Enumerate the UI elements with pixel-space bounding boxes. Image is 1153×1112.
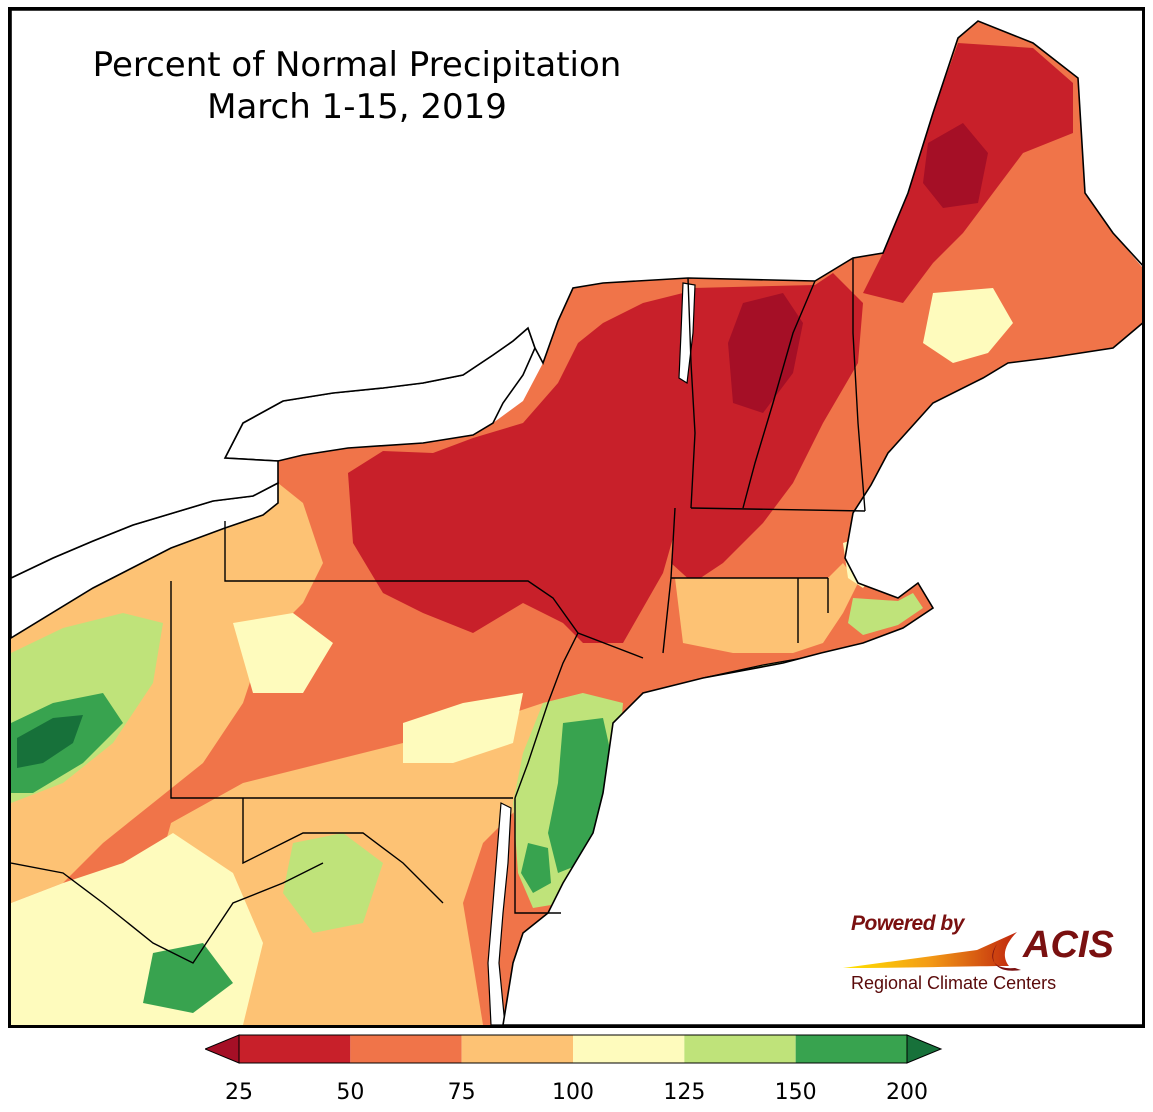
near-normal-sne: [675, 563, 858, 653]
legend-bin: [461, 1035, 573, 1063]
above-normal-zone: [11, 613, 523, 1025]
border-nj: [514, 632, 579, 799]
legend-bin: [239, 1035, 351, 1063]
canada-region: [11, 10, 1142, 579]
wet-zone-west: [11, 613, 383, 933]
legend-bins: [238, 1034, 908, 1064]
heavy-wet-zone: [17, 715, 83, 768]
legend-tick-label: 100: [552, 1080, 594, 1105]
legend-bin: [350, 1035, 462, 1063]
legend-bin: [573, 1035, 685, 1063]
dry-zone-vt-nh: [671, 273, 863, 583]
powered-by-text: Powered by: [851, 912, 964, 935]
wet-coast-ne: [848, 593, 923, 635]
acis-swoosh-icon: [843, 932, 1021, 971]
legend-tick-label: 150: [774, 1080, 817, 1105]
border-ma-north: [690, 507, 866, 512]
border-nh-me: [852, 258, 866, 512]
legend-tick-label: 25: [225, 1080, 253, 1105]
acis-logo: Powered by ACIS Regional Climate Centers: [837, 910, 1127, 1010]
legend-colorbar: [205, 1034, 943, 1064]
precipitation-map: [11, 10, 1142, 1025]
legend-bin: [795, 1035, 907, 1063]
legend-tick-label: 75: [447, 1080, 476, 1105]
border-ny-vt: [687, 277, 696, 509]
dry-zone-ny: [348, 293, 738, 643]
border-ny-pa: [224, 521, 644, 659]
legend-tick-label: 200: [886, 1080, 928, 1105]
very-wet-zone-west: [11, 693, 233, 1013]
map-title: Percent of Normal Precipitation: [92, 45, 622, 85]
map-frame: Percent of Normal Precipitation March 1-…: [8, 7, 1145, 1028]
atlantic-ocean: [502, 322, 1142, 1025]
chesapeake-bay: [487, 802, 512, 1025]
state-borders: [11, 258, 866, 964]
legend-bin: [684, 1035, 796, 1063]
border-wv: [11, 862, 324, 964]
legend-over-arrow: [906, 1034, 943, 1064]
legend-under-arrow: [205, 1034, 240, 1064]
legend-tick-label: 125: [663, 1080, 706, 1105]
legend-tick-label: 50: [336, 1080, 365, 1105]
acis-wordmark: ACIS: [1023, 924, 1114, 966]
border-vt-nh: [742, 280, 816, 509]
rcc-text: Regional Climate Centers: [851, 973, 1057, 993]
border-pa-west: [170, 581, 513, 799]
very-wet-zone-nj: [521, 718, 613, 893]
border-md-va: [242, 798, 444, 904]
map-subtitle: March 1-15, 2019: [207, 87, 507, 127]
very-dry-zone: [728, 123, 988, 413]
lake-champlain: [678, 282, 696, 385]
border-de-md: [514, 798, 561, 914]
